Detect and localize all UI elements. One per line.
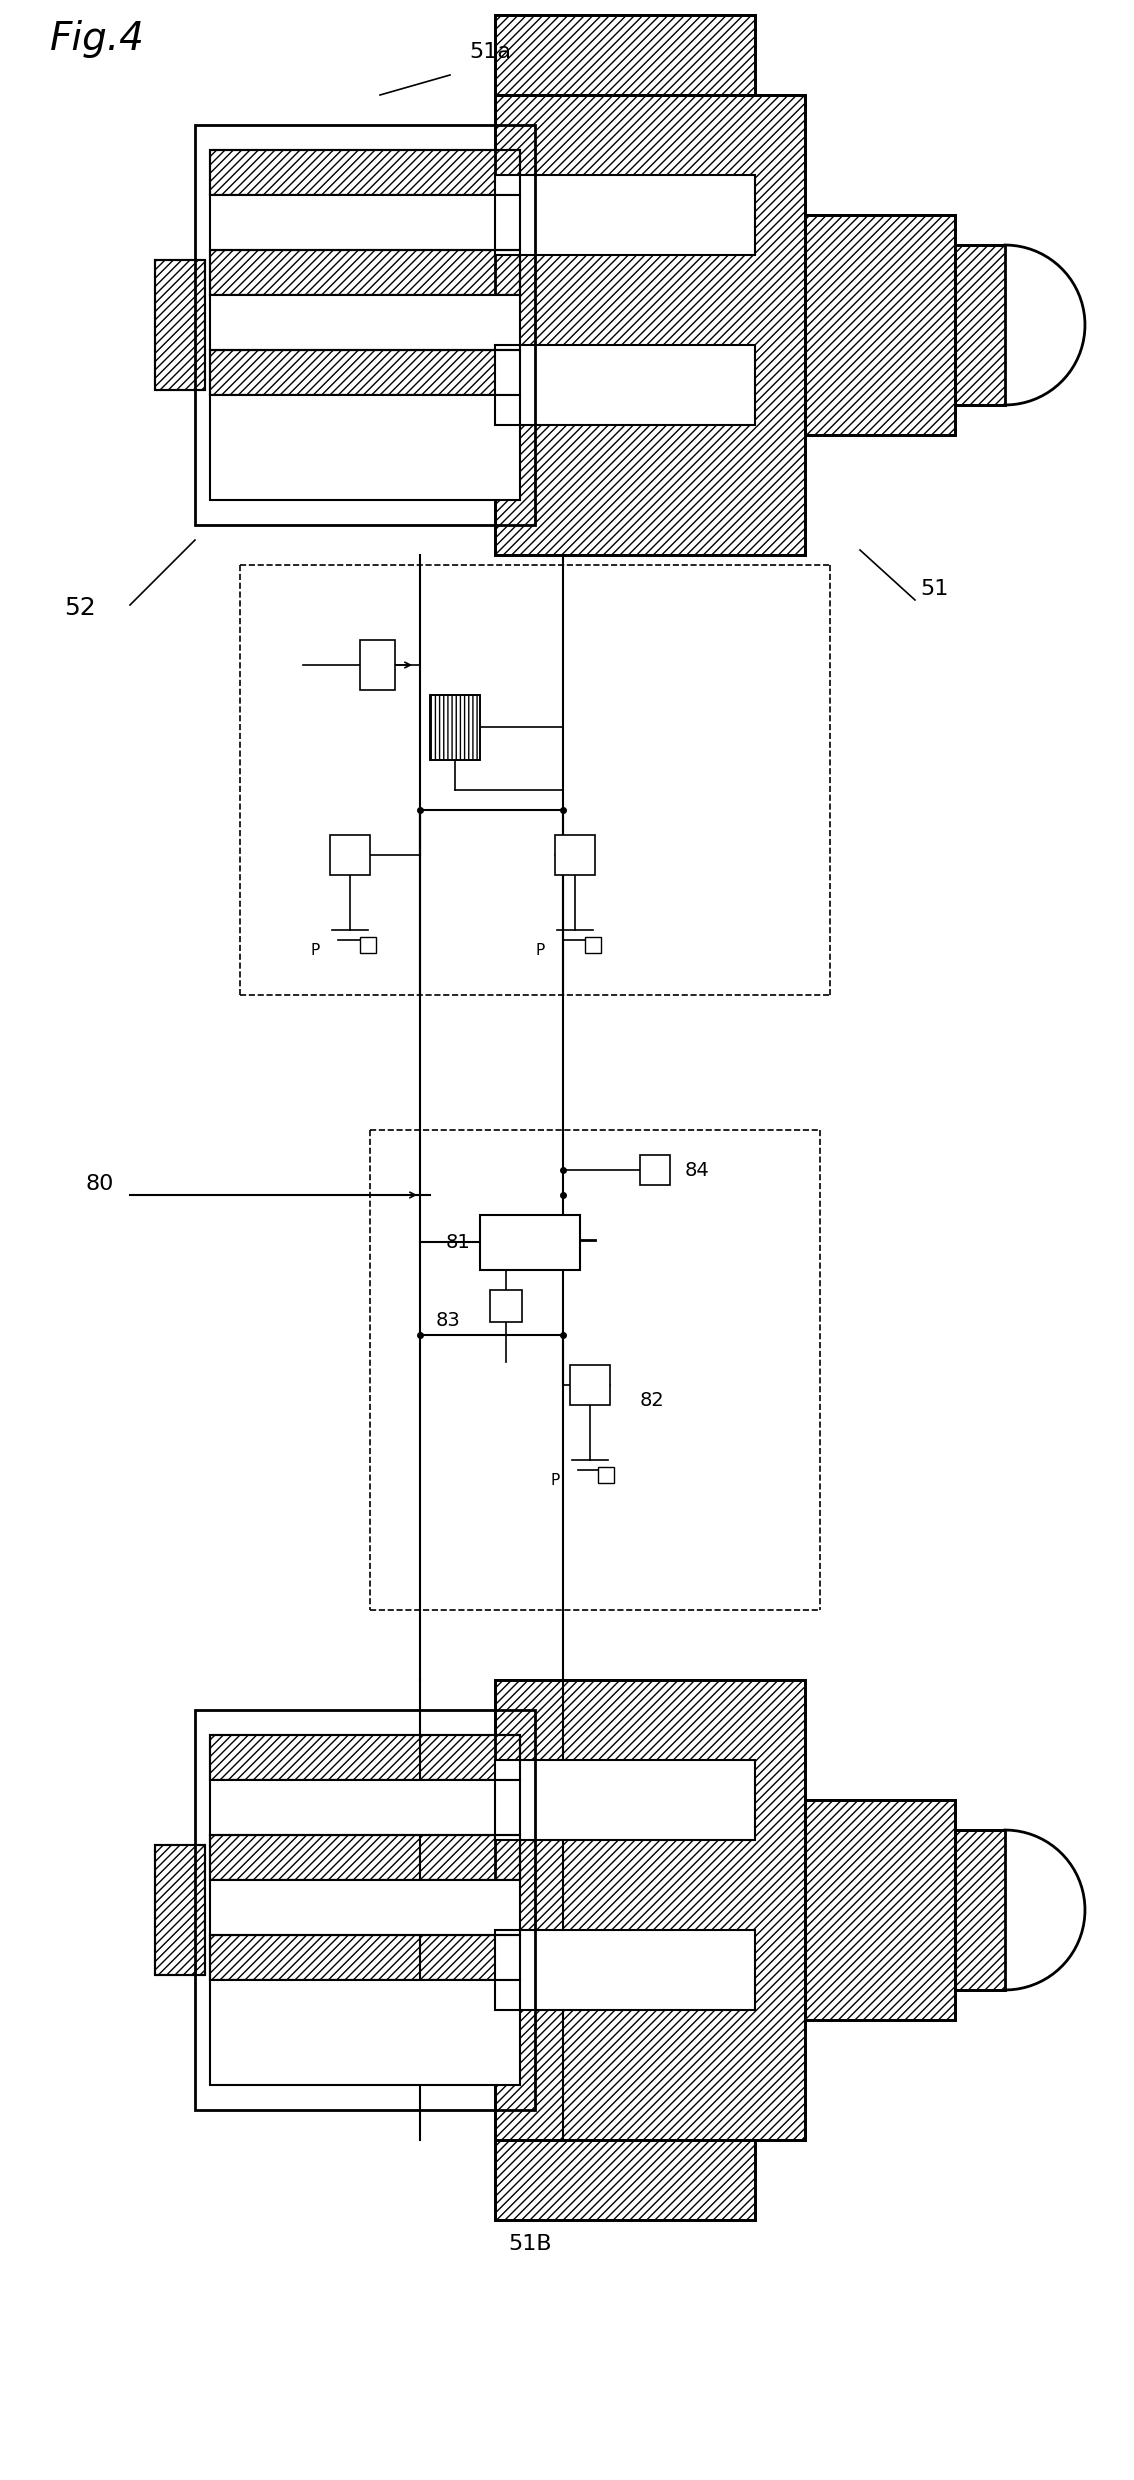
Bar (598, 1468, 613, 1483)
Bar (496, 2140, 755, 2220)
Bar (496, 345, 755, 424)
Bar (496, 345, 755, 424)
Text: 83: 83 (435, 1312, 460, 1329)
Text: 80: 80 (86, 1173, 115, 1193)
Bar (640, 1156, 670, 1185)
Bar (496, 15, 755, 94)
Bar (555, 836, 595, 875)
Bar (210, 1736, 521, 1781)
Bar (210, 149, 521, 196)
Bar (155, 1845, 205, 1974)
Bar (210, 250, 521, 295)
Bar (496, 1679, 805, 2140)
Bar (496, 1929, 755, 2009)
Bar (496, 1761, 755, 1840)
Bar (805, 216, 955, 434)
Text: 51: 51 (920, 578, 948, 600)
Text: 81: 81 (446, 1233, 469, 1252)
Bar (496, 1679, 805, 2140)
Bar (955, 246, 1005, 404)
Bar (210, 1835, 521, 1880)
Text: P: P (535, 942, 544, 957)
Bar (155, 1845, 205, 1974)
Bar (210, 350, 521, 394)
Bar (195, 124, 535, 526)
Bar (805, 1800, 955, 2021)
Bar (210, 295, 521, 350)
Bar (330, 836, 370, 875)
Text: Fig.4: Fig.4 (50, 20, 145, 57)
Bar (210, 1736, 521, 1781)
Bar (490, 1290, 522, 1322)
Bar (210, 1979, 521, 2086)
Bar (496, 176, 755, 255)
Text: 51B: 51B (508, 2234, 552, 2254)
Bar (210, 1835, 521, 1880)
Bar (430, 694, 480, 759)
Bar (496, 176, 755, 255)
Bar (955, 1830, 1005, 1989)
Bar (496, 94, 805, 556)
Bar (210, 250, 521, 295)
Bar (585, 937, 601, 952)
Bar (210, 149, 521, 196)
Bar (195, 1711, 535, 2110)
Bar (210, 1934, 521, 1979)
Bar (210, 350, 521, 394)
Bar (496, 1761, 755, 1840)
Text: 82: 82 (640, 1391, 665, 1409)
Bar (805, 216, 955, 434)
Text: 84: 84 (685, 1161, 710, 1180)
Bar (210, 1880, 521, 1934)
Bar (210, 196, 521, 250)
Bar (496, 94, 805, 556)
Bar (210, 1934, 521, 1979)
Bar (155, 260, 205, 389)
Bar (496, 2140, 755, 2220)
Text: 52: 52 (65, 595, 96, 620)
Text: P: P (550, 1473, 559, 1488)
Bar (155, 260, 205, 389)
Bar (480, 1215, 579, 1270)
Bar (496, 15, 755, 94)
Bar (570, 1364, 610, 1406)
Bar (210, 1781, 521, 1835)
Text: 51a: 51a (469, 42, 511, 62)
Text: P: P (311, 942, 320, 957)
Bar (496, 1929, 755, 2009)
Bar (805, 1800, 955, 2021)
Bar (359, 937, 376, 952)
Bar (430, 694, 480, 759)
Bar (210, 394, 521, 501)
Bar (359, 640, 395, 689)
